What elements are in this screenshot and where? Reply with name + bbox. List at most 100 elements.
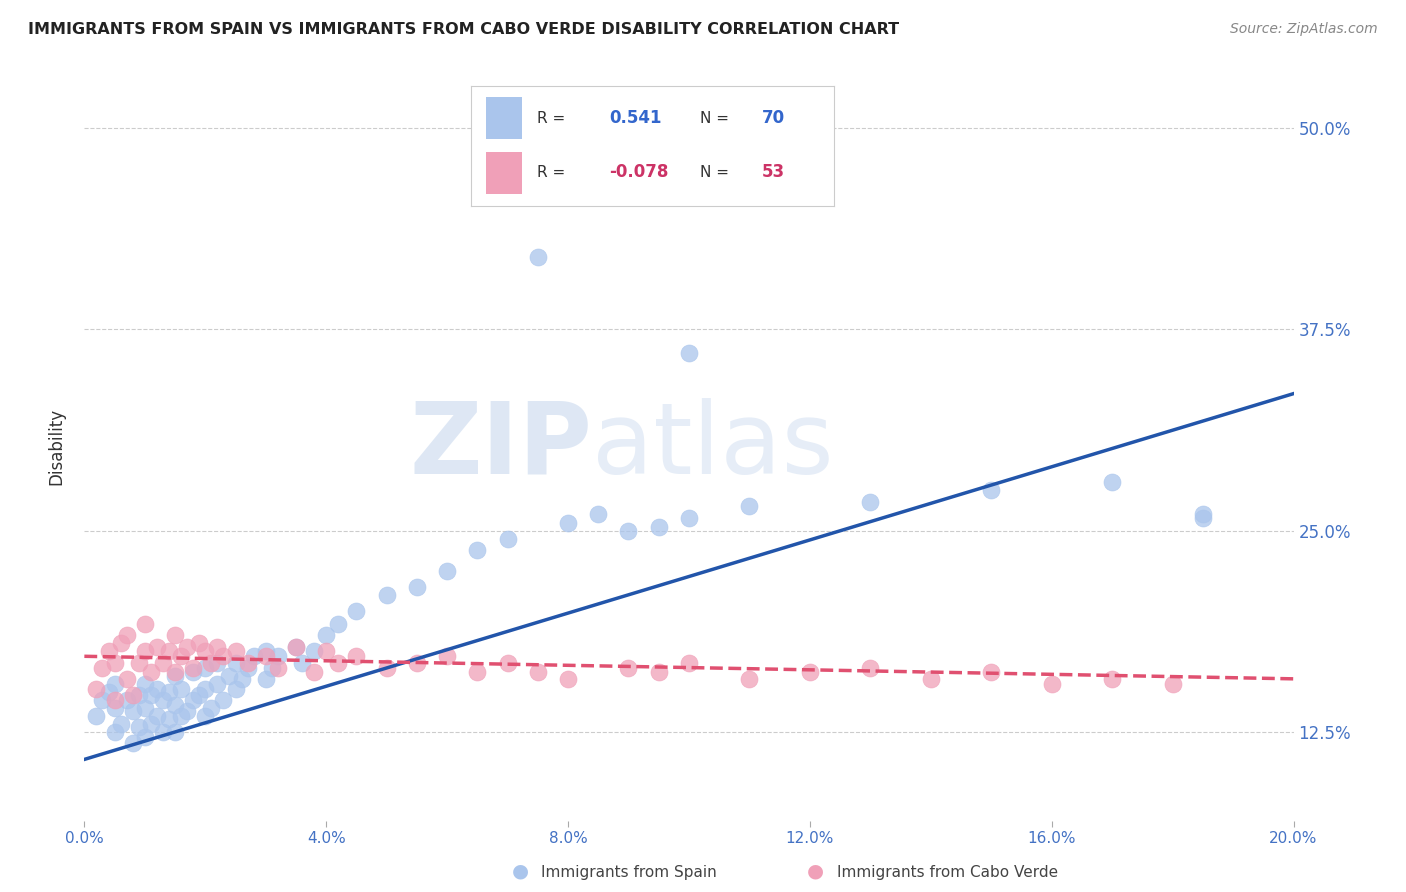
Point xyxy=(799,665,821,680)
Point xyxy=(104,676,127,690)
Point xyxy=(291,656,314,670)
Text: ZIP: ZIP xyxy=(409,398,592,494)
Point xyxy=(128,688,150,702)
Point xyxy=(165,668,187,682)
Point xyxy=(104,725,127,739)
Point xyxy=(134,701,156,715)
Point xyxy=(254,672,277,686)
Text: Immigrants from Cabo Verde: Immigrants from Cabo Verde xyxy=(837,865,1057,880)
Point xyxy=(285,640,308,654)
Point xyxy=(212,649,235,664)
Point xyxy=(738,500,761,514)
Point xyxy=(200,656,222,670)
Point xyxy=(110,717,132,731)
Point xyxy=(678,656,700,670)
Point xyxy=(121,704,143,718)
Point xyxy=(328,617,350,632)
Point xyxy=(207,656,229,670)
Point xyxy=(212,693,235,707)
Point xyxy=(467,543,489,558)
Point xyxy=(254,649,277,664)
Point xyxy=(406,656,429,670)
Point xyxy=(139,688,162,702)
Point xyxy=(170,681,193,696)
Point xyxy=(134,617,156,632)
Point xyxy=(139,665,162,680)
Point xyxy=(188,636,211,650)
Point xyxy=(496,532,519,546)
Point xyxy=(115,672,138,686)
Point xyxy=(1101,475,1123,490)
Point xyxy=(194,681,217,696)
Point xyxy=(225,681,247,696)
Point xyxy=(225,656,247,670)
Point xyxy=(1192,508,1215,522)
Point xyxy=(194,644,217,658)
Point xyxy=(176,640,198,654)
Point xyxy=(104,693,127,707)
Text: IMMIGRANTS FROM SPAIN VS IMMIGRANTS FROM CABO VERDE DISABILITY CORRELATION CHART: IMMIGRANTS FROM SPAIN VS IMMIGRANTS FROM… xyxy=(28,22,900,37)
Point xyxy=(260,660,283,674)
Point xyxy=(236,656,259,670)
Point xyxy=(176,704,198,718)
Point xyxy=(165,725,187,739)
Point xyxy=(231,672,253,686)
Point xyxy=(200,701,222,715)
Point xyxy=(194,660,217,674)
Point xyxy=(346,649,368,664)
Point xyxy=(242,649,264,664)
Point xyxy=(121,688,143,702)
Text: Immigrants from Spain: Immigrants from Spain xyxy=(541,865,717,880)
Point xyxy=(157,644,180,658)
Point xyxy=(110,636,132,650)
Point xyxy=(165,665,187,680)
Point xyxy=(302,665,325,680)
Point xyxy=(121,736,143,750)
Point xyxy=(678,510,700,524)
Point xyxy=(375,660,398,674)
Point xyxy=(170,709,193,723)
Point xyxy=(188,688,211,702)
Point xyxy=(134,730,156,744)
Point xyxy=(91,660,114,674)
Point xyxy=(128,720,150,734)
Point xyxy=(406,580,429,594)
Point xyxy=(207,640,229,654)
Point xyxy=(157,712,180,726)
Point xyxy=(496,656,519,670)
Text: Source: ZipAtlas.com: Source: ZipAtlas.com xyxy=(1230,22,1378,37)
Point xyxy=(678,346,700,360)
Point xyxy=(146,640,169,654)
Text: atlas: atlas xyxy=(592,398,834,494)
Point xyxy=(97,644,120,658)
Point xyxy=(1040,676,1063,690)
Point xyxy=(115,693,138,707)
Point xyxy=(225,644,247,658)
Point xyxy=(588,508,610,522)
Point xyxy=(170,649,193,664)
Point xyxy=(328,656,350,670)
Point xyxy=(236,660,259,674)
Text: ●: ● xyxy=(512,862,529,880)
Point xyxy=(86,681,108,696)
Point xyxy=(648,665,671,680)
Point xyxy=(194,709,217,723)
Point xyxy=(115,628,138,642)
Point xyxy=(859,494,882,508)
Point xyxy=(128,656,150,670)
Point xyxy=(157,684,180,698)
Point xyxy=(86,709,108,723)
Point xyxy=(617,524,640,538)
Y-axis label: Disability: Disability xyxy=(48,408,66,484)
Point xyxy=(375,588,398,602)
Point xyxy=(134,644,156,658)
Point xyxy=(557,672,579,686)
Point xyxy=(1101,672,1123,686)
Point xyxy=(980,665,1002,680)
Point xyxy=(859,660,882,674)
Point xyxy=(617,660,640,674)
Point xyxy=(152,693,174,707)
Point xyxy=(920,672,942,686)
Point xyxy=(104,701,127,715)
Point xyxy=(346,604,368,618)
